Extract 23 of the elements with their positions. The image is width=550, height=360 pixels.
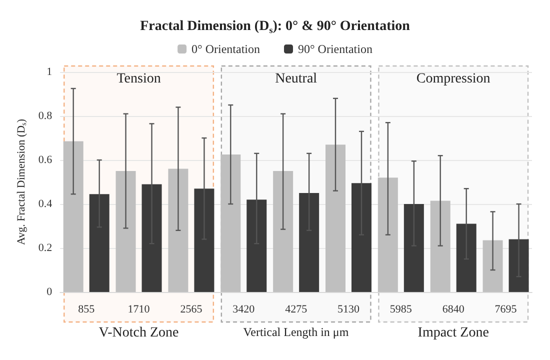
band-label: Neutral <box>275 72 318 86</box>
band-label: Compression <box>416 72 490 86</box>
y-tick-label: 0 <box>46 286 53 298</box>
y-tick-label: 0.4 <box>38 198 53 210</box>
text: Impact Zone <box>418 326 489 340</box>
y-tick-label: 0.6 <box>38 154 53 166</box>
text: V-Notch Zone <box>98 326 179 340</box>
x-tick-label: 5130 <box>337 304 360 316</box>
y-tick-label: 0.8 <box>38 110 53 122</box>
band-label: Tension <box>116 72 161 86</box>
x-tick-label: 7695 <box>494 304 518 316</box>
x-tick-label: 1710 <box>128 304 150 316</box>
x-tick-label: 4275 <box>285 304 308 316</box>
x-tick-label: 5985 <box>390 304 412 316</box>
x-axis-title: Vertical Length in μm <box>243 325 350 339</box>
y-tick-label: 1 <box>46 66 52 78</box>
x-tick-label: 6840 <box>442 304 465 316</box>
x-tick-label: 2565 <box>180 304 203 316</box>
x-tick-label: 3420 <box>232 304 256 316</box>
legend-label: 0° Orientation <box>192 42 260 56</box>
x-tick-label: 855 <box>78 304 96 316</box>
y-tick-label: 0.2 <box>38 242 52 254</box>
legend-label: 90° Orientation <box>298 42 372 56</box>
